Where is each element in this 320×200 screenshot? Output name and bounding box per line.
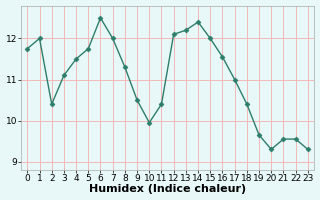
X-axis label: Humidex (Indice chaleur): Humidex (Indice chaleur) bbox=[89, 184, 246, 194]
